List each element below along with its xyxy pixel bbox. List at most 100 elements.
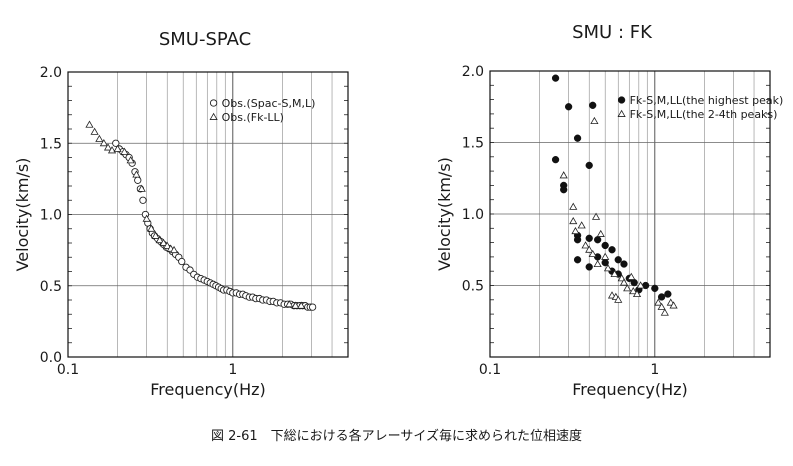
data-point xyxy=(614,295,623,303)
x-tick-label: 0.1 xyxy=(479,362,501,378)
data-point xyxy=(163,241,172,249)
y-tick-label: 1.0 xyxy=(462,207,484,223)
data-point xyxy=(627,272,636,280)
data-point xyxy=(585,234,593,242)
data-point xyxy=(669,301,678,309)
plot-frame xyxy=(489,70,771,358)
data-point xyxy=(178,257,186,266)
data-point xyxy=(551,74,560,82)
data-point xyxy=(585,161,593,170)
data-point xyxy=(308,303,317,311)
data-point xyxy=(573,236,582,244)
data-point xyxy=(632,289,642,298)
data-point xyxy=(569,202,578,210)
data-point xyxy=(596,229,605,237)
data-point xyxy=(610,269,619,278)
data-point xyxy=(589,101,597,109)
data-point xyxy=(651,284,659,293)
data-point xyxy=(169,245,179,254)
data-point xyxy=(630,278,638,287)
data-point xyxy=(559,171,568,179)
legend-label: Obs.(Fk-LL) xyxy=(222,111,284,124)
legend-marker xyxy=(617,109,626,117)
data-point xyxy=(126,156,135,164)
data-point xyxy=(142,214,151,222)
data-point xyxy=(577,221,586,229)
data-point xyxy=(585,263,593,271)
chart-fk: SMU : FK 0.5 1.0 1.5 2.0 0.1 1 Frequency(Hz) Vel… xyxy=(435,22,783,399)
data-point xyxy=(594,236,602,244)
data-point xyxy=(585,245,594,253)
data-point xyxy=(95,134,104,142)
data-point xyxy=(85,120,94,128)
series-0 xyxy=(112,139,317,311)
chart-title: SMU-SPAC xyxy=(159,29,251,50)
data-point xyxy=(113,144,122,152)
data-point xyxy=(654,298,663,306)
series-1 xyxy=(559,116,678,316)
data-point xyxy=(151,231,160,239)
figure-caption: 図 2-61 下総における各アレーサイズ毎に求められた位相速度 xyxy=(211,429,582,444)
y-tick-label: 0.5 xyxy=(40,279,62,295)
data-point xyxy=(603,264,613,272)
data-point xyxy=(636,281,645,289)
data-point xyxy=(90,127,99,135)
data-point xyxy=(134,176,142,184)
data-point xyxy=(103,143,113,151)
data-point xyxy=(588,249,597,257)
data-point xyxy=(601,252,610,260)
data-point xyxy=(571,226,580,235)
data-point xyxy=(137,184,146,192)
data-point xyxy=(139,196,147,204)
data-point xyxy=(591,212,601,220)
data-point xyxy=(664,290,672,298)
data-point xyxy=(657,302,666,310)
data-point xyxy=(285,300,294,308)
x-tick-label: 0.1 xyxy=(57,362,79,378)
data-point xyxy=(291,301,300,309)
data-point xyxy=(159,238,168,246)
x-axis-label: Frequency(Hz) xyxy=(572,380,688,399)
legend-marker xyxy=(209,112,218,120)
data-point xyxy=(573,134,582,142)
legend-label: Obs.(Spac-S,M,L) xyxy=(222,97,316,110)
y-axis-label: Velocity(km/s) xyxy=(435,157,454,271)
data-point xyxy=(551,156,560,164)
data-point xyxy=(614,256,622,264)
data-point xyxy=(593,259,602,268)
data-point xyxy=(99,139,108,147)
x-tick-label: 1 xyxy=(650,362,659,378)
y-tick-label: 2.0 xyxy=(462,64,484,80)
chart-title: SMU : FK xyxy=(572,22,653,43)
data-point xyxy=(629,287,638,295)
y-tick-label: 0.0 xyxy=(40,350,62,366)
chart-spac: SMU-SPAC 0.0 0.5 1.0 1.5 2.0 0.1 1 Frequency(Hz)… xyxy=(13,29,349,399)
data-point xyxy=(107,146,117,154)
data-point xyxy=(564,103,573,111)
data-point xyxy=(623,284,632,292)
data-point xyxy=(660,308,669,316)
data-point xyxy=(601,241,609,250)
series-1 xyxy=(85,120,306,309)
data-point xyxy=(573,256,582,264)
data-point xyxy=(112,139,120,147)
y-tick-label: 0.5 xyxy=(462,279,484,295)
x-tick-label: 1 xyxy=(228,362,237,378)
data-point xyxy=(120,147,129,155)
legend-marker xyxy=(209,99,218,107)
y-tick-label: 1.0 xyxy=(40,208,62,224)
data-point xyxy=(155,235,164,244)
data-point xyxy=(581,241,590,249)
x-axis-label: Frequency(Hz) xyxy=(150,380,266,399)
plot-frame xyxy=(67,71,349,358)
data-point xyxy=(619,278,629,286)
data-point xyxy=(569,216,578,225)
legend-marker xyxy=(617,96,626,104)
data-point xyxy=(147,224,156,232)
data-point xyxy=(657,293,666,301)
data-point xyxy=(620,260,628,268)
data-point xyxy=(608,246,616,254)
data-point xyxy=(132,170,141,178)
y-tick-label: 2.0 xyxy=(40,65,62,81)
